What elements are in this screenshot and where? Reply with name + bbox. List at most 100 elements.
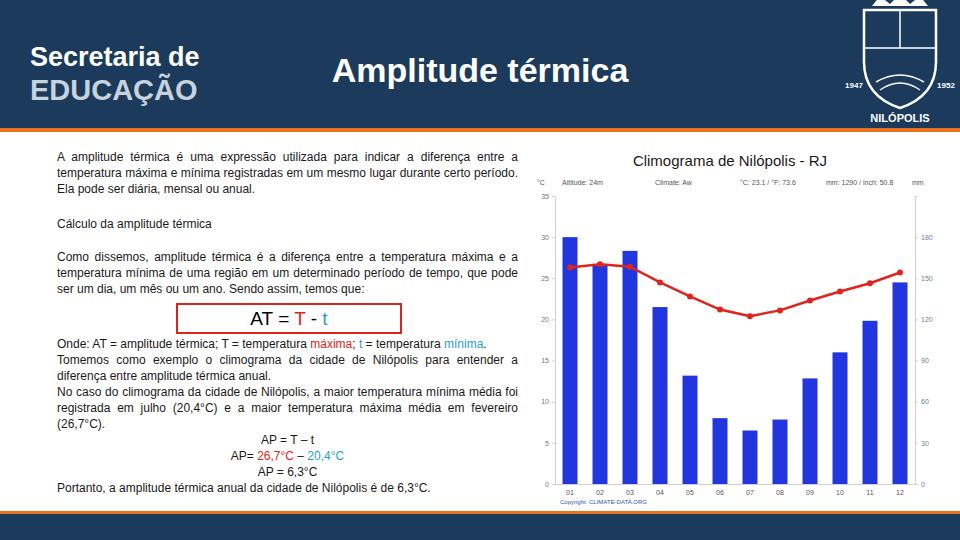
tick: 20 <box>541 316 555 323</box>
tick-label: 07 <box>746 489 754 496</box>
tick-mark <box>552 361 555 362</box>
chart-annotation: Climate: Aw <box>655 179 693 186</box>
line-marker <box>747 313 753 319</box>
crest-waves <box>876 75 924 90</box>
intro-paragraph: A amplitude térmica é uma expressão util… <box>57 149 518 197</box>
y-axis: 0 5 10 15 20 25 30 35 <box>541 193 555 488</box>
tick: 5 <box>545 440 555 447</box>
text-run: - <box>305 308 322 329</box>
chart: 0510152025303503060901201501800102030405… <box>537 179 933 505</box>
crest-year: 1952 <box>937 81 955 90</box>
bar <box>893 282 908 484</box>
bar <box>713 418 728 484</box>
logo-line: EDUCAÇÃO <box>30 73 198 106</box>
crest-year: 1947 <box>845 81 863 90</box>
tick-mark <box>915 361 918 362</box>
header-band <box>0 0 960 128</box>
tick-label: 04 <box>656 489 664 496</box>
tick-label: 35 <box>541 193 549 200</box>
tick: 30 <box>541 234 555 241</box>
chart-title: Climograma de Nilópolis - RJ <box>633 152 827 169</box>
tick-mark <box>915 237 918 238</box>
tick-label: 10 <box>541 398 549 405</box>
x-axis: 010203040506070809101112 <box>556 485 916 496</box>
chart-annotation: Altitude: 24m <box>562 179 603 186</box>
tick-label: 60 <box>921 398 929 405</box>
crest-crown <box>872 0 928 6</box>
bar <box>593 266 608 484</box>
text-run: T <box>294 308 305 329</box>
text-run: 26,7°C <box>257 449 294 463</box>
slide-title: Amplitude térmica <box>332 51 630 89</box>
axis-line <box>556 484 916 485</box>
definition-paragraph: No caso do climograma da cidade de Nilóp… <box>57 384 518 432</box>
text-run: No caso do climograma da cidade de Nilóp… <box>57 385 518 431</box>
tick: 04 <box>656 489 664 496</box>
axis-line <box>916 197 919 485</box>
line-marker <box>867 280 873 286</box>
text-run: AP= <box>231 449 257 463</box>
line-marker <box>567 265 573 271</box>
tick: 11 <box>866 489 873 496</box>
axis-line <box>552 197 556 485</box>
tick: 25 <box>541 275 555 282</box>
bar <box>833 352 848 484</box>
text-run: . <box>483 337 486 351</box>
text-run: t <box>322 308 327 329</box>
chart-source: Copyright: CLIMATE-DATA.ORG <box>560 499 647 505</box>
footer-band <box>0 514 960 540</box>
tick: 10 <box>541 398 555 405</box>
tick: 0 <box>545 481 555 488</box>
tick-label: 30 <box>921 440 929 447</box>
text-run: 20,4°C <box>307 449 344 463</box>
tick-mark <box>552 484 555 485</box>
text-run: AT = <box>250 308 294 329</box>
tick-mark <box>915 278 918 279</box>
tick-label: 30 <box>541 234 549 241</box>
tick: 120 <box>915 316 933 323</box>
tick-label: 05 <box>686 489 694 496</box>
line-marker <box>897 270 903 276</box>
tick: 01 <box>566 489 574 496</box>
bar <box>863 321 878 484</box>
tick-label: 20 <box>541 316 549 323</box>
calculation-line: AP = 6,3°C <box>57 464 518 480</box>
text-run: – <box>294 449 307 463</box>
bar <box>743 431 758 484</box>
tick: 03 <box>626 489 634 496</box>
tick-label: 90 <box>921 357 929 364</box>
y2-axis: 0 30 60 90 120 150 180 <box>915 197 933 488</box>
crest: 1947 1952 NILÓPOLIS <box>845 0 955 124</box>
tick-label: 0 <box>921 481 925 488</box>
explanation-block: Onde: AT = amplitude térmica; T = temper… <box>57 336 518 496</box>
line-marker <box>597 261 603 267</box>
tick: 150 <box>915 275 933 282</box>
tick-mark <box>552 237 555 238</box>
text-run: AP = T – t <box>261 433 314 447</box>
tick-label: 09 <box>806 489 814 496</box>
bar <box>803 378 818 484</box>
section-subtitle: Cálculo da amplitude térmica <box>57 216 518 232</box>
y2-axis-title: mm <box>912 179 924 186</box>
bar <box>563 237 578 484</box>
tick: 60 <box>915 398 929 405</box>
text-run: Onde: AT = amplitude térmica; T = temper… <box>57 337 310 351</box>
bar <box>623 251 638 484</box>
tick: 06 <box>716 489 724 496</box>
tick-mark <box>915 402 918 403</box>
definition-paragraph: Tomemos como exemplo o climograma da cid… <box>57 352 518 384</box>
tick-label: 180 <box>921 234 933 241</box>
tick-label: 5 <box>545 440 549 447</box>
tick-mark <box>552 196 555 197</box>
chart-annotation: mm: 1290 / inch: 50.8 <box>826 179 893 186</box>
line-marker <box>777 307 783 313</box>
definition-paragraph: Onde: AT = amplitude térmica; T = temper… <box>57 336 518 352</box>
tick: 07 <box>746 489 754 496</box>
text-run: AP = 6,3°C <box>258 465 318 479</box>
crest-name: NILÓPOLIS <box>870 112 929 124</box>
conclusion: Portanto, a amplitude térmica anual da c… <box>57 480 518 496</box>
footer-stripe <box>0 511 960 514</box>
tick-mark <box>552 443 555 444</box>
tick: 15 <box>541 357 555 364</box>
tick: 08 <box>776 489 784 496</box>
